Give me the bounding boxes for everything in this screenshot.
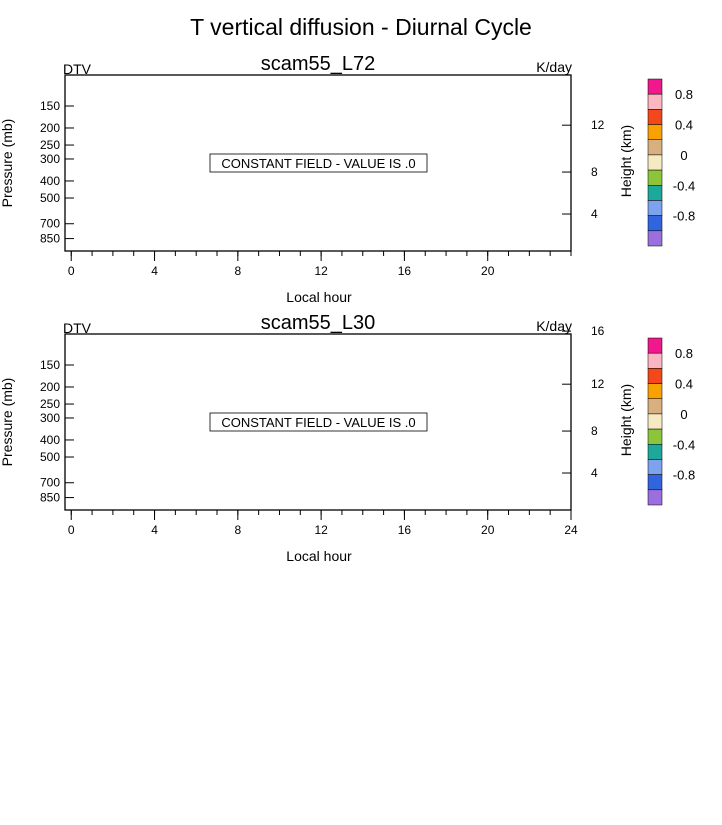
x-tick-label: 0 xyxy=(68,264,75,278)
height-tick-label: 4 xyxy=(591,207,598,221)
y-tick-label: 250 xyxy=(40,397,60,411)
y-tick-label: 700 xyxy=(40,476,60,490)
colorbar-box xyxy=(647,428,663,445)
x-tick-label: 16 xyxy=(398,523,412,537)
colorbar-box xyxy=(647,352,663,369)
y-tick-label: 700 xyxy=(40,217,60,231)
x-tick-label: 4 xyxy=(151,523,158,537)
annotation-text: CONSTANT FIELD - VALUE IS .0 xyxy=(221,156,415,171)
y-tick-label: 300 xyxy=(40,411,60,425)
colorbar-label: 0.8 xyxy=(675,87,693,102)
colorbar-box xyxy=(647,413,663,430)
height-tick-label: 12 xyxy=(591,118,605,132)
y-tick-label: 200 xyxy=(40,380,60,394)
colorbar-box xyxy=(647,337,663,354)
chart-panel-2: DTV scam55_L30 K/day 0 4 8 12 16 20 24 Local hour 1… xyxy=(0,312,695,564)
x-tick-label: 16 xyxy=(398,264,412,278)
x-axis-label: Local hour xyxy=(286,289,352,305)
x-tick-label: 8 xyxy=(234,264,241,278)
annotation-box xyxy=(209,412,428,432)
panel-title: scam55_L72 xyxy=(261,53,376,75)
colorbar-box xyxy=(647,215,663,232)
annotation-box xyxy=(209,153,428,173)
right-label: K/day xyxy=(536,59,572,75)
y-tick-label: 400 xyxy=(40,433,60,447)
colorbar-label: -0.4 xyxy=(673,178,695,193)
colorbar-label: -0.8 xyxy=(673,209,695,224)
colorbar-box xyxy=(647,368,663,384)
x-tick-label: 20 xyxy=(481,264,495,278)
x-tick-label: 8 xyxy=(234,523,241,537)
y-axis-label: Pressure (mb) xyxy=(0,119,15,208)
y-tick-label: 200 xyxy=(40,121,60,135)
chart-panel-1: DTV scam55_L72 K/day 0 4 8 12 16 20 Local hour 150… xyxy=(0,53,695,305)
colorbar-box xyxy=(647,200,663,216)
colorbar-box xyxy=(647,489,663,506)
colorbar-box xyxy=(647,474,663,491)
y-tick-label: 150 xyxy=(40,99,60,113)
y-tick-label: 400 xyxy=(40,174,60,188)
colorbar-label: -0.4 xyxy=(673,437,695,452)
right-label: K/day xyxy=(536,318,572,334)
colorbar-box xyxy=(647,185,663,201)
y-tick-label: 250 xyxy=(40,138,60,152)
height-tick-label: 4 xyxy=(591,466,598,480)
x-tick-label: 12 xyxy=(314,264,328,278)
y-tick-label: 500 xyxy=(40,191,60,205)
colorbar-box xyxy=(647,444,663,460)
colorbar-box xyxy=(647,169,663,186)
height-tick-label: 16 xyxy=(591,324,605,338)
panel-title: scam55_L30 xyxy=(261,312,376,334)
colorbar-box xyxy=(647,124,663,140)
colorbar-label: 0 xyxy=(680,148,687,163)
y-tick-label: 850 xyxy=(40,232,60,246)
colorbar-label: 0 xyxy=(680,407,687,422)
x-axis-label: Local hour xyxy=(286,548,352,564)
y-tick-label: 500 xyxy=(40,450,60,464)
x-tick-label: 20 xyxy=(481,523,495,537)
colorbar-box xyxy=(647,78,663,95)
colorbar-box xyxy=(647,93,663,110)
height-tick-label: 8 xyxy=(591,424,598,438)
height-axis-label: Height (km) xyxy=(618,384,634,456)
x-tick-label: 0 xyxy=(68,523,75,537)
y-tick-label: 850 xyxy=(40,491,60,505)
x-tick-label: 24 xyxy=(564,523,578,537)
height-tick-label: 12 xyxy=(591,377,605,391)
colorbar-box xyxy=(647,459,663,475)
colorbar-box xyxy=(647,154,663,171)
colorbar-box xyxy=(647,109,663,125)
x-tick-label: 4 xyxy=(151,264,158,278)
colorbar-label: 0.8 xyxy=(675,346,693,361)
left-label: DTV xyxy=(63,61,92,77)
figure-title: T vertical diffusion - Diurnal Cycle xyxy=(190,14,532,40)
colorbar-box xyxy=(647,139,663,156)
y-tick-label: 300 xyxy=(40,152,60,166)
left-label: DTV xyxy=(63,320,92,336)
x-tick-label: 12 xyxy=(314,523,328,537)
colorbar-box xyxy=(647,383,663,399)
colorbar-box xyxy=(647,230,663,247)
y-tick-label: 150 xyxy=(40,358,60,372)
colorbar-label: 0.4 xyxy=(675,377,693,392)
annotation-text: CONSTANT FIELD - VALUE IS .0 xyxy=(221,415,415,430)
colorbar-box xyxy=(647,398,663,415)
colorbar: 0.8 0.4 0 -0.4 -0.8 xyxy=(647,78,695,247)
colorbar: 0.8 0.4 0 -0.4 -0.8 xyxy=(647,337,695,506)
colorbar-label: -0.8 xyxy=(673,468,695,483)
colorbar-label: 0.4 xyxy=(675,118,693,133)
y-axis-label: Pressure (mb) xyxy=(0,378,15,467)
height-tick-label: 8 xyxy=(591,165,598,179)
height-axis-label: Height (km) xyxy=(618,125,634,197)
